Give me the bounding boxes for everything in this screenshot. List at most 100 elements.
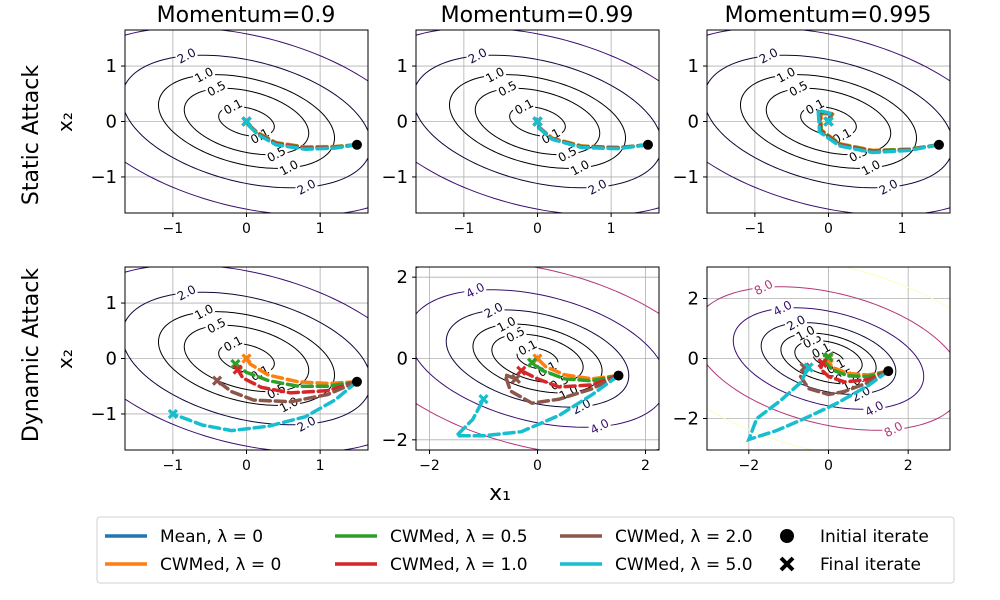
contour-label-bg (193, 305, 216, 319)
trajectory-line (798, 365, 890, 397)
y-axis-label-bottom: x₂ (53, 349, 77, 369)
contour-label-bg (771, 301, 794, 315)
contour-label-bg (882, 422, 905, 436)
contour-label: 2.0 (586, 176, 609, 197)
column-title-1: Momentum=0.99 (441, 3, 634, 28)
contour-label: 0.5 (205, 315, 228, 336)
contour-label: 0.1 (512, 96, 535, 117)
trajectory-line (235, 367, 359, 395)
final-iterate-marker (241, 116, 252, 127)
contour-line (183, 324, 310, 393)
y-tick-label: −1 (381, 167, 408, 188)
contour-line (732, 307, 925, 410)
initial-iterate-marker (933, 139, 944, 150)
final-iterate-marker (532, 116, 543, 127)
contour-label: 0.1 (221, 96, 244, 117)
contour-label: 0.5 (205, 78, 228, 99)
row-label-dynamic: Dynamic Attack (19, 268, 44, 443)
legend-swatch-circle (780, 529, 794, 543)
contour-group: 0.10.10.50.51.01.02.02.0 (125, 30, 368, 213)
final-iterate-marker (167, 408, 178, 420)
contour-label-bg (849, 386, 872, 400)
y-tick-label: 1 (106, 56, 117, 77)
contour-line (416, 54, 659, 189)
contour-group: 0.10.10.50.51.01.02.02.0 (125, 267, 368, 450)
contour-label-bg (588, 419, 611, 433)
y-tick-label: −2 (672, 409, 699, 430)
contour-label-bg (586, 180, 609, 194)
final-iterate-marker (817, 357, 828, 369)
x-tick-label: −1 (745, 221, 766, 237)
contour-label-bg (568, 160, 591, 174)
contour-line (474, 87, 601, 156)
panel-dynamic-momentum-0.9: 0.10.10.50.51.01.02.02.0−1 0 1−101 (90, 266, 369, 474)
trajectory-line (519, 368, 621, 389)
y-tick-label: 0 (688, 349, 699, 370)
contour-line (445, 309, 630, 408)
y-tick-label: 0 (397, 112, 408, 133)
panel-static-momentum-0.9: 0.10.10.50.51.01.02.02.0−1 0 1−101 (90, 29, 369, 237)
contour-line (472, 323, 603, 394)
trajectory-line (745, 365, 890, 443)
x-tick-label: −2 (419, 458, 440, 474)
contour-label-bg (757, 48, 780, 62)
contour-label-bg (859, 160, 882, 174)
contour-label-bg (466, 48, 489, 62)
contour-group: 0.10.10.50.51.01.02.02.0 (707, 30, 950, 213)
final-iterate-marker (478, 394, 489, 405)
trajectory-line (822, 352, 890, 379)
contour-label-bg (794, 326, 817, 340)
legend-label: CWMed, λ = 5.0 (615, 555, 753, 575)
initial-iterate-marker (351, 139, 362, 150)
contour-label-bg (265, 147, 288, 161)
x-tick-label: 2 (904, 458, 913, 474)
y-tick-label: 0 (106, 349, 117, 370)
contour-line (416, 289, 659, 428)
contour-label-bg (193, 68, 216, 82)
contour-label-bg (482, 303, 505, 317)
initial-iterate-marker (351, 376, 362, 387)
trajectory-group (241, 116, 359, 151)
x-tick-label: 2 (641, 458, 650, 474)
contour-label-bg (277, 160, 300, 174)
legend-label: Initial iterate (820, 527, 929, 547)
contour-group: 0.10.10.50.51.01.02.02.0 (416, 30, 659, 213)
panel-dynamic-momentum-0.99: 0.10.10.50.51.01.02.02.04.04.0−2 0 2−202 (381, 266, 660, 474)
row-label-static: Static Attack (19, 65, 44, 205)
y-tick-label: 1 (688, 56, 699, 77)
y-tick-label: 1 (106, 293, 117, 314)
final-iterate-marker (232, 364, 243, 375)
final-iterate-marker (803, 362, 814, 373)
legend-label: CWMed, λ = 2.0 (615, 527, 753, 547)
contour-line (125, 30, 368, 213)
trajectory-line (233, 362, 359, 388)
contour-line (739, 74, 918, 169)
trajectory-line (530, 360, 621, 383)
contour-label-bg (787, 81, 810, 95)
contour-label: 2.0 (466, 45, 489, 66)
contour-label-bg (205, 81, 228, 95)
y-tick-label: 2 (688, 289, 699, 310)
contour-label-bg (513, 99, 536, 113)
contour-label: 8.0 (752, 277, 775, 298)
contour-label-bg (464, 283, 487, 297)
final-iterate-marker (510, 373, 522, 384)
contour-label-bg (175, 285, 198, 299)
y-tick-label: −1 (90, 404, 117, 425)
legend-label: CWMed, λ = 0 (160, 555, 281, 575)
contour-line (765, 87, 892, 156)
contour-label: 2.0 (295, 176, 318, 197)
x-tick-label: 1 (316, 458, 325, 474)
contour-label-bg (877, 180, 900, 194)
legend-label: Mean, λ = 0 (160, 527, 263, 547)
contour-line (780, 332, 877, 385)
trajectory-group (167, 353, 359, 433)
contour-line (416, 30, 659, 213)
trajectory-line (171, 380, 359, 433)
legend-label: CWMed, λ = 1.0 (390, 555, 528, 575)
contour-label-bg (484, 68, 507, 82)
contour-line (707, 30, 950, 213)
contour-label-bg (516, 340, 539, 354)
final-iterate-marker (211, 375, 223, 386)
